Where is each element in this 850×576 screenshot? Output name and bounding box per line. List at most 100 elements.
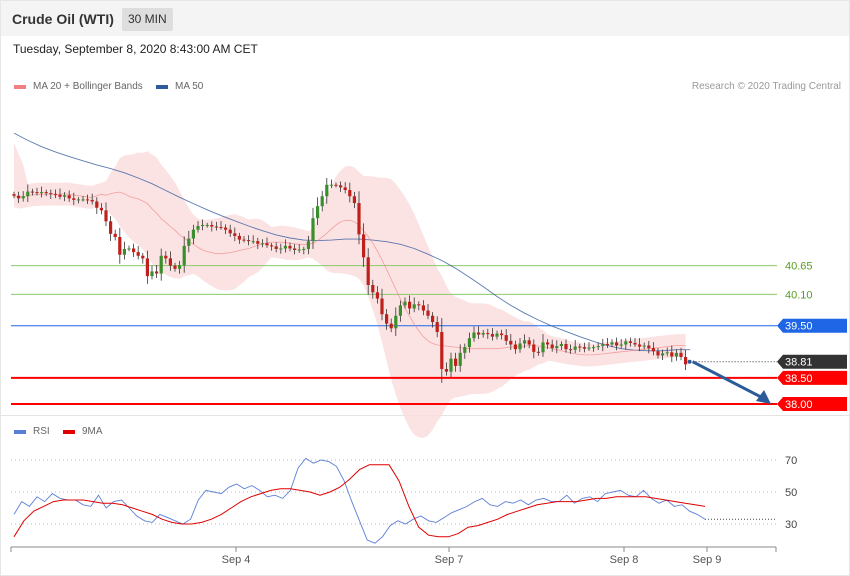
candle bbox=[76, 197, 80, 204]
candle-body bbox=[412, 304, 416, 309]
candle bbox=[145, 250, 149, 284]
rsi-9ma-line bbox=[13, 464, 706, 538]
candle-body bbox=[569, 349, 573, 351]
candle bbox=[81, 196, 85, 202]
candle bbox=[72, 192, 76, 205]
bollinger-band bbox=[14, 142, 686, 438]
candle-body bbox=[40, 192, 44, 194]
candle-body bbox=[63, 195, 67, 197]
candle bbox=[334, 182, 338, 188]
candle-body bbox=[297, 249, 301, 251]
candle bbox=[495, 330, 499, 340]
candle bbox=[389, 318, 393, 333]
candle bbox=[297, 244, 301, 253]
candle bbox=[196, 221, 200, 233]
candle bbox=[435, 316, 439, 338]
candle-body bbox=[578, 346, 582, 348]
candle-body bbox=[210, 224, 214, 227]
candle bbox=[205, 222, 209, 228]
candle-body bbox=[306, 241, 310, 249]
candle-body bbox=[86, 199, 90, 201]
candle bbox=[509, 334, 513, 351]
candle-body bbox=[449, 358, 453, 372]
candle bbox=[357, 191, 361, 245]
candle-body bbox=[247, 240, 251, 242]
candle bbox=[219, 221, 223, 230]
candle-body bbox=[26, 191, 30, 197]
candle-body bbox=[283, 245, 287, 249]
current-price-dot bbox=[687, 359, 692, 364]
candle-body bbox=[601, 343, 605, 347]
candle-body bbox=[389, 323, 393, 329]
candle bbox=[642, 342, 646, 350]
candle bbox=[214, 221, 218, 231]
candle bbox=[302, 246, 306, 255]
candle bbox=[26, 184, 30, 203]
candle bbox=[201, 219, 205, 231]
candle-body bbox=[141, 255, 145, 259]
candle-body bbox=[463, 347, 467, 353]
rsi-tick-70: 70 bbox=[785, 455, 797, 467]
candle bbox=[513, 340, 517, 354]
legend-ma50-label: MA 50 bbox=[175, 81, 204, 92]
legend-ma20-swatch bbox=[14, 84, 26, 89]
candle bbox=[21, 191, 25, 202]
candle-body bbox=[362, 234, 366, 258]
candle-body bbox=[81, 199, 85, 201]
candle-body bbox=[53, 194, 57, 196]
candle-body bbox=[582, 347, 586, 349]
candle bbox=[352, 191, 356, 209]
candle bbox=[431, 312, 435, 328]
x-tick-label: Sep 7 bbox=[435, 554, 464, 566]
candle bbox=[164, 251, 168, 264]
candle-body bbox=[168, 258, 172, 266]
current-price-tag bbox=[777, 354, 847, 369]
candle-body bbox=[398, 305, 402, 316]
candle bbox=[159, 248, 163, 281]
candle-body bbox=[288, 245, 292, 249]
candle bbox=[440, 318, 444, 383]
candle bbox=[35, 187, 39, 196]
candle-body bbox=[233, 233, 237, 236]
candle-body bbox=[256, 241, 260, 244]
candle bbox=[679, 347, 683, 361]
candle-body bbox=[76, 199, 80, 201]
candle bbox=[417, 301, 421, 311]
candle-body bbox=[325, 184, 329, 197]
candle bbox=[58, 188, 62, 200]
candle bbox=[228, 224, 232, 237]
candle-body bbox=[164, 255, 168, 259]
candle bbox=[467, 332, 471, 353]
candle bbox=[343, 182, 347, 194]
x-tick-label: Sep 8 bbox=[610, 554, 639, 566]
level-tag-38.00 bbox=[777, 397, 847, 411]
candle bbox=[569, 344, 573, 354]
candle bbox=[44, 189, 48, 197]
candle-body bbox=[555, 346, 559, 349]
candle bbox=[30, 188, 34, 196]
rsi-tick-50: 50 bbox=[785, 487, 797, 499]
legend-ma50-swatch bbox=[156, 84, 168, 89]
candle-body bbox=[67, 195, 71, 199]
candle-body bbox=[21, 196, 25, 199]
candle bbox=[504, 329, 508, 345]
candle bbox=[191, 224, 195, 245]
candle-body bbox=[435, 322, 439, 332]
candle-body bbox=[375, 292, 379, 299]
candle bbox=[256, 237, 260, 250]
candle bbox=[67, 190, 71, 202]
candle bbox=[155, 265, 159, 279]
rsi-line bbox=[13, 457, 706, 544]
candle bbox=[665, 347, 669, 357]
candle-body bbox=[366, 257, 370, 285]
level-tag-39.50 bbox=[777, 318, 847, 333]
candle bbox=[656, 348, 660, 359]
candle-body bbox=[343, 187, 347, 190]
candle-body bbox=[228, 229, 232, 234]
timeframe-badge[interactable]: 30 MIN bbox=[122, 8, 173, 31]
candle bbox=[99, 203, 103, 215]
legend-rsi: RSI bbox=[14, 426, 50, 437]
candle-body bbox=[661, 353, 665, 356]
candle-body bbox=[408, 301, 412, 309]
